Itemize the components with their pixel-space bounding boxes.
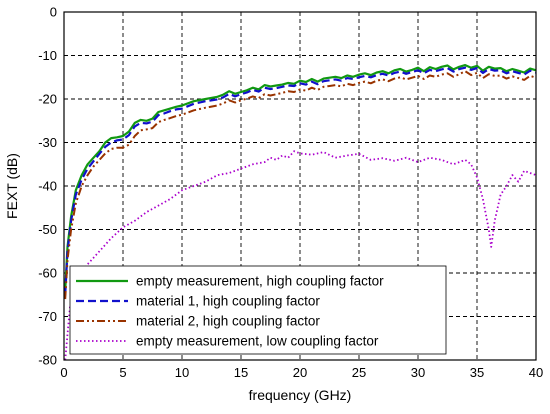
y-tick-label: -20 [38,92,57,107]
legend-label: material 1, high coupling factor [136,294,320,309]
y-tick-label: -60 [38,266,57,281]
x-tick-label: 25 [352,365,366,380]
series-line-2 [64,66,537,295]
x-tick-label: 20 [293,365,307,380]
legend-label: material 2, high coupling factor [136,314,320,329]
y-axis-title: FEXT (dB) [4,153,20,219]
legend: empty measurement, high coupling factor m… [69,265,447,355]
x-tick-label: 0 [60,365,67,380]
axis-ticks: 0 5 10 15 20 25 30 35 40 0 -10 -20 -30 -40 -50 -60 -70 -8… [38,5,543,381]
y-tick-label: -50 [38,222,57,237]
plot-frame [63,11,537,361]
y-tick-label: -80 [38,353,57,368]
series-line-3 [64,70,537,300]
data-series [64,63,537,361]
x-axis-title: frequency (GHz) [249,387,352,403]
legend-label: empty measurement, high coupling factor [136,274,384,289]
series-line-4 [64,150,537,361]
series-line-1 [64,63,537,291]
y-tick-label: -30 [38,135,57,150]
x-tick-label: 35 [470,365,484,380]
x-tick-label: 5 [119,365,126,380]
legend-label: empty measurement, low coupling factor [136,334,379,349]
y-tick-label: -70 [38,309,57,324]
x-tick-label: 40 [529,365,543,380]
x-tick-label: 15 [234,365,248,380]
x-tick-label: 30 [411,365,425,380]
x-tick-label: 10 [175,365,189,380]
y-tick-label: 0 [50,5,57,20]
y-tick-label: -40 [38,179,57,194]
legend-box [69,265,447,355]
y-tick-label: -10 [38,48,57,63]
